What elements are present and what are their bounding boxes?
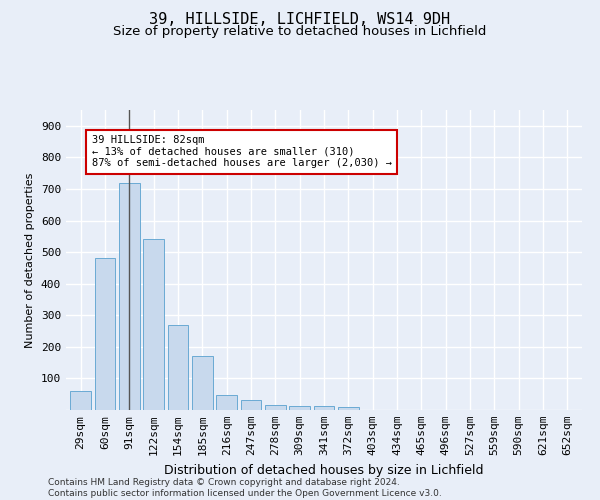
Bar	[192, 356, 212, 410]
Bar	[70, 391, 91, 410]
Text: Size of property relative to detached houses in Lichfield: Size of property relative to detached ho…	[113, 25, 487, 38]
Bar	[241, 400, 262, 410]
Text: 39, HILLSIDE, LICHFIELD, WS14 9DH: 39, HILLSIDE, LICHFIELD, WS14 9DH	[149, 12, 451, 28]
Bar	[95, 258, 115, 410]
Bar	[338, 408, 359, 410]
Bar	[216, 395, 237, 410]
Bar	[289, 406, 310, 410]
Bar	[119, 182, 140, 410]
X-axis label: Distribution of detached houses by size in Lichfield: Distribution of detached houses by size …	[164, 464, 484, 476]
Bar	[143, 239, 164, 410]
Bar	[314, 406, 334, 410]
Text: Contains HM Land Registry data © Crown copyright and database right 2024.
Contai: Contains HM Land Registry data © Crown c…	[48, 478, 442, 498]
Text: 39 HILLSIDE: 82sqm
← 13% of detached houses are smaller (310)
87% of semi-detach: 39 HILLSIDE: 82sqm ← 13% of detached hou…	[92, 136, 392, 168]
Y-axis label: Number of detached properties: Number of detached properties	[25, 172, 35, 348]
Bar	[265, 406, 286, 410]
Bar	[167, 324, 188, 410]
